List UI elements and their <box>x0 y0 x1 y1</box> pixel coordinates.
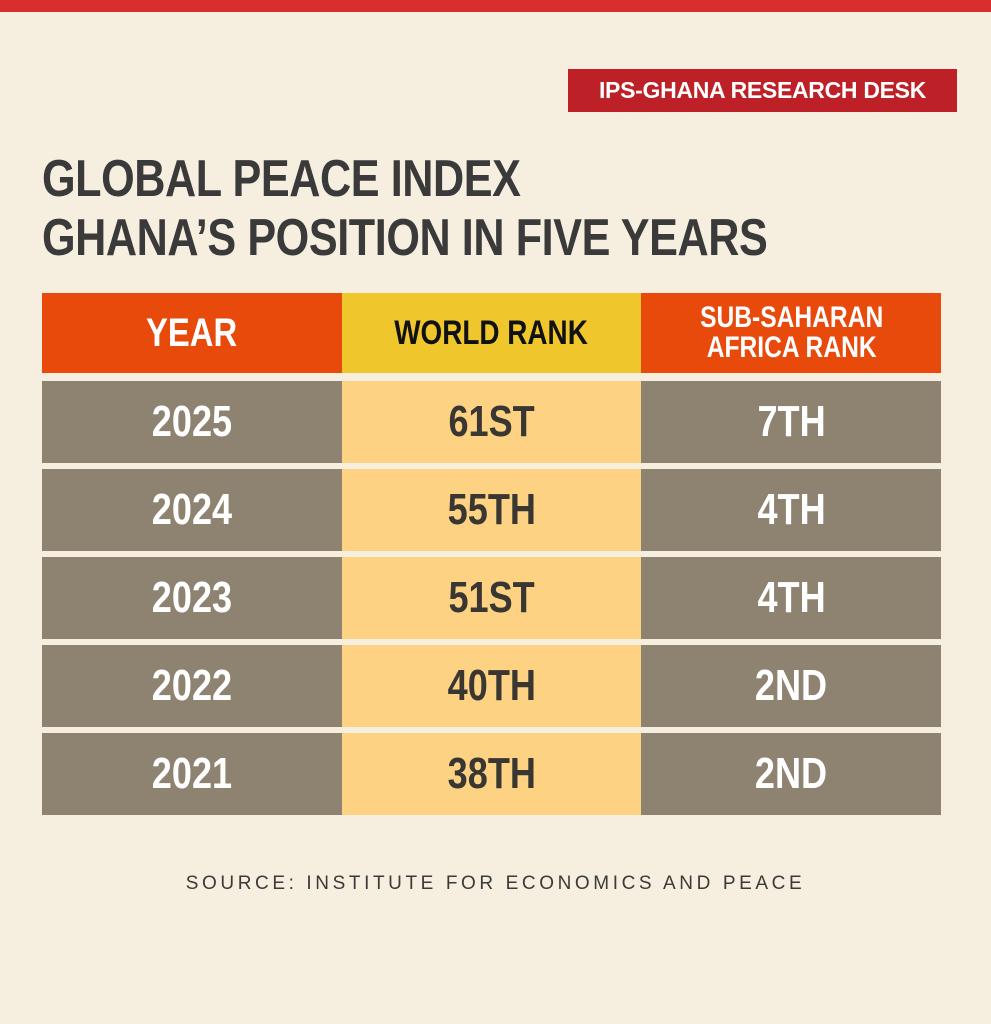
header-ssa-rank: SUB-SAHARAN AFRICA RANK <box>641 293 942 373</box>
table-row: 2025 61ST 7TH <box>42 381 942 463</box>
cell-year: 2025 <box>42 381 342 463</box>
cell-world-rank: 55TH <box>341 469 642 551</box>
publisher-badge: IPS-GHANA RESEARCH DESK <box>568 69 957 112</box>
table-row: 2023 51ST 4TH <box>42 557 942 639</box>
publisher-badge-label: IPS-GHANA RESEARCH DESK <box>598 77 927 103</box>
cell-year: 2021 <box>42 733 342 815</box>
title-line-2: GHANA’S POSITION IN FIVE YEARS <box>42 209 768 267</box>
cell-ssa-rank: 2ND <box>641 733 942 815</box>
table-row: 2024 55TH 4TH <box>42 469 942 551</box>
top-accent-bar <box>0 0 991 12</box>
title-line-1: GLOBAL PEACE INDEX <box>42 150 521 208</box>
header-world-rank: WORLD RANK <box>341 293 642 373</box>
cell-year: 2022 <box>42 645 342 727</box>
source-note: SOURCE: INSTITUTE FOR ECONOMICS AND PEAC… <box>185 873 806 894</box>
cell-ssa-rank: 4TH <box>641 557 942 639</box>
table-row: 2022 40TH 2ND <box>42 645 942 727</box>
cell-ssa-rank: 4TH <box>641 469 942 551</box>
cell-ssa-rank: 7TH <box>641 381 942 463</box>
cell-world-rank: 61ST <box>341 381 642 463</box>
header-year: YEAR <box>42 293 342 373</box>
table-row: 2021 38TH 2ND <box>42 733 942 815</box>
cell-world-rank: 40TH <box>341 645 642 727</box>
cell-year: 2023 <box>42 557 342 639</box>
cell-year: 2024 <box>42 469 342 551</box>
cell-world-rank: 38TH <box>341 733 642 815</box>
page-title: GLOBAL PEACE INDEX GHANA’S POSITION IN F… <box>42 150 768 268</box>
cell-world-rank: 51ST <box>341 557 642 639</box>
rank-table: YEAR WORLD RANK SUB-SAHARAN AFRICA RANK … <box>42 293 942 821</box>
table-header-row: YEAR WORLD RANK SUB-SAHARAN AFRICA RANK <box>42 293 942 373</box>
cell-ssa-rank: 2ND <box>641 645 942 727</box>
